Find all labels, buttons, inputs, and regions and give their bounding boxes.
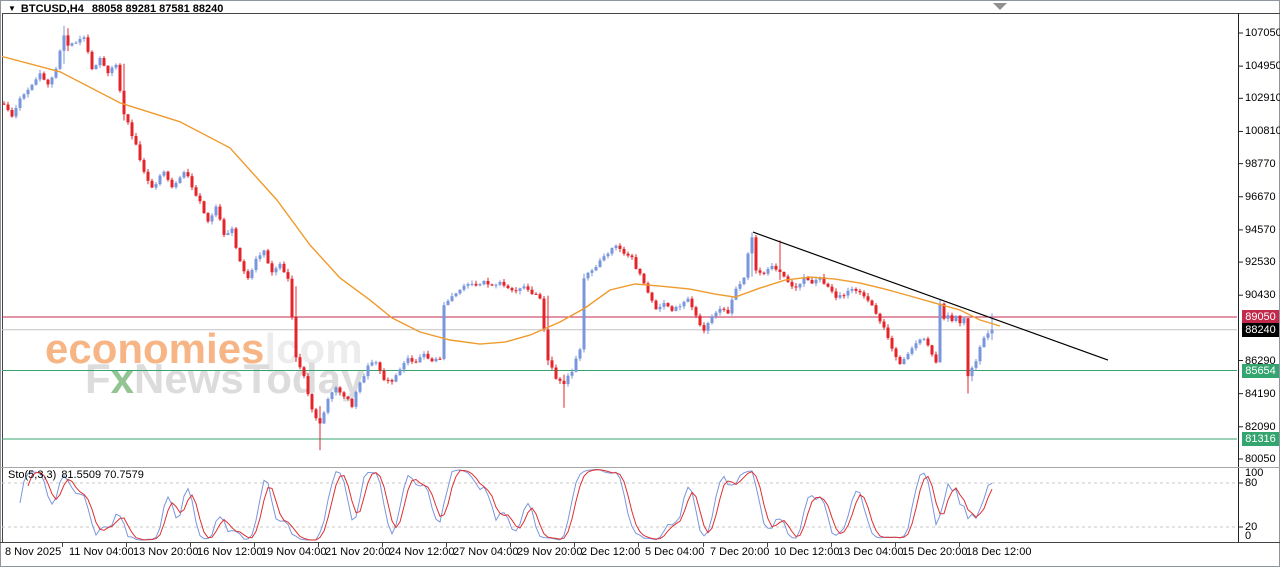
price-tick-label: 94570: [1245, 224, 1276, 236]
date-tick: [638, 543, 639, 547]
time-scale[interactable]: 8 Nov 2025 11 Nov 04:00 13 Nov 20:00 16 Nov…: [0, 543, 1280, 567]
date-tick-label: 7 Dec 20:00: [710, 546, 770, 558]
date-tick-label: 18 Dec 12:00: [966, 546, 1032, 558]
price-tick-label: 90430: [1245, 289, 1276, 301]
date-tick-label: 11 Nov 04:00: [69, 546, 134, 558]
date-tick: [254, 543, 255, 547]
indicator-values: 81.5509 70.7579: [61, 469, 144, 481]
watermark-site-rest: NewsToday: [134, 355, 365, 402]
watermark-brand: economies|com: [45, 328, 363, 370]
watermark-brand-separator: |: [264, 325, 277, 372]
trendline[interactable]: [752, 231, 1109, 361]
symbol-ohlc-values: 88058 89281 87581 88240: [91, 3, 224, 15]
date-tick-label: 8 Nov 2025: [5, 546, 62, 558]
date-tick: [574, 543, 575, 547]
symbol-bar: ▼ BTCUSD,H4 88058 89281 87581 88240: [8, 3, 223, 15]
date-tick: [190, 543, 191, 547]
price-tick-label: 102910: [1245, 92, 1280, 104]
chevron-down-icon[interactable]: ▼: [8, 4, 16, 13]
price-tick-label: 96670: [1245, 191, 1276, 203]
price-tick-label: 100810: [1245, 125, 1280, 137]
watermark-site: FxNewsToday: [85, 358, 364, 400]
price-badge-support: 85654: [1242, 364, 1279, 378]
date-tick: [510, 543, 511, 547]
watermark-site-x: x: [110, 355, 135, 402]
date-tick: [446, 543, 447, 547]
price-tick-label: 107050: [1245, 27, 1280, 39]
price-tick-label: 84190: [1245, 388, 1276, 400]
date-tick: [767, 543, 768, 547]
indicator-name: Sto(5,3,3): [8, 469, 57, 481]
date-tick-label: 21 Nov 20:00: [325, 546, 391, 558]
date-tick-label: 16 Nov 12:00: [197, 546, 263, 558]
date-tick-label: 24 Nov 12:00: [389, 546, 455, 558]
price-badge-current-price: 88240: [1242, 323, 1279, 337]
date-tick: [126, 543, 127, 547]
stochastic-k-line: [19, 468, 993, 541]
price-tick-label: 98770: [1245, 158, 1276, 170]
price-tick-label: 92530: [1245, 256, 1276, 268]
price-tick-label: 104950: [1245, 60, 1280, 72]
watermark-brand-tld: com: [276, 325, 363, 372]
date-tick: [62, 543, 63, 547]
date-tick-label: 29 Nov 20:00: [517, 546, 583, 558]
price-badge-support: 81316: [1242, 432, 1279, 446]
symbol-timeframe-label: BTCUSD,H4: [20, 3, 84, 15]
date-tick: [895, 543, 896, 547]
date-tick: [959, 543, 960, 547]
stochastic-scale-label: 0: [1245, 530, 1252, 542]
moving-average-line[interactable]: [0, 55, 1001, 345]
date-tick: [831, 543, 832, 547]
candlestick-series: [2, 25, 994, 451]
price-scale[interactable]: 107050 104950 102910 100810 98770 96670 94570 9…: [1238, 0, 1280, 542]
price-tick-label: 82090: [1245, 421, 1276, 433]
date-tick: [318, 543, 319, 547]
date-tick-label: 2 Dec 12:00: [581, 546, 641, 558]
date-tick-label: 10 Dec 12:00: [774, 546, 840, 558]
date-tick-label: 5 Dec 04:00: [645, 546, 705, 558]
date-tick-label: 27 Nov 04:00: [453, 546, 519, 558]
date-tick: [703, 543, 704, 547]
date-tick-label: 19 Nov 04:00: [261, 546, 327, 558]
date-tick-label: 13 Dec 04:00: [838, 546, 904, 558]
watermark-brand-name: economies: [45, 325, 265, 372]
date-tick-label: 13 Nov 20:00: [133, 546, 199, 558]
date-tick: [382, 543, 383, 547]
date-tick-label: 15 Dec 20:00: [902, 546, 968, 558]
stochastic-scale-label: 80: [1245, 477, 1258, 489]
price-badge-resistance: 89050: [1242, 310, 1279, 324]
indicator-label: Sto(5,3,3) 81.5509 70.7579: [8, 469, 144, 481]
price-tick-label: 80050: [1245, 453, 1276, 465]
stochastic-scale-label: 20: [1245, 521, 1258, 533]
watermark-site-f: F: [85, 355, 111, 402]
stochastic-scale-label: 100: [1245, 467, 1264, 479]
chart-shift-marker-icon[interactable]: [993, 3, 1007, 10]
stochastic-d-line: [27, 469, 993, 541]
